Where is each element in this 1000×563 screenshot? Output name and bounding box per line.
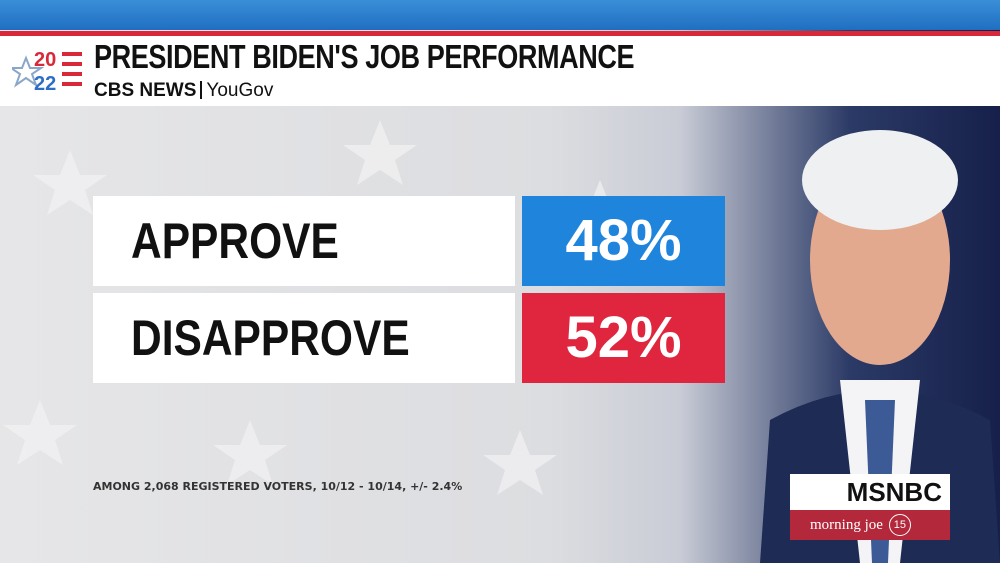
logo-year-bottom: 22 <box>34 73 56 95</box>
network-name: MSNBC <box>846 477 942 507</box>
row-label: DISAPPROVE <box>93 293 515 383</box>
footnote: AMONG 2,068 REGISTERED VOTERS, 10/12 - 1… <box>93 480 463 493</box>
red-stripe <box>0 31 1000 36</box>
row-value: 48% <box>522 196 725 286</box>
logo-year-top: 20 <box>34 49 56 71</box>
show-bug: morning joe 15 <box>790 510 950 540</box>
header-panel <box>0 36 1000 106</box>
title: PRESIDENT BIDEN'S JOB PERFORMANCE <box>94 38 635 75</box>
source-cbs: CBS NEWS <box>94 80 197 101</box>
label-text: DISAPPROVE <box>131 310 410 366</box>
episode-badge: 15 <box>888 514 911 536</box>
label-text: APPROVE <box>131 213 339 269</box>
source-line: CBS NEWS YouGov <box>94 80 273 102</box>
row-label: APPROVE <box>93 196 515 286</box>
top-bar <box>0 0 1000 30</box>
election-logo: 20 22 <box>12 49 82 95</box>
row-value: 52% <box>522 293 725 383</box>
source-yougov: YouGov <box>206 80 274 101</box>
show-name: morning joe <box>810 517 883 533</box>
network-bug: MSNBC <box>790 474 950 510</box>
separator <box>200 81 203 99</box>
